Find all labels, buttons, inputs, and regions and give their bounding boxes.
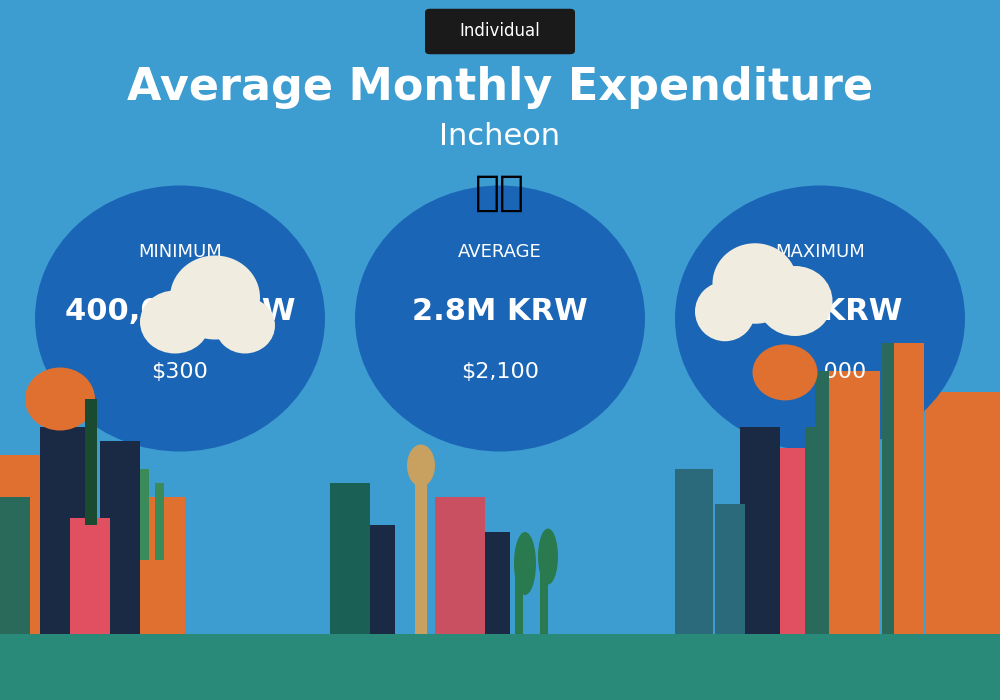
Bar <box>805 427 817 637</box>
Ellipse shape <box>712 244 798 323</box>
Text: 🇰🇷: 🇰🇷 <box>475 172 525 214</box>
Ellipse shape <box>355 186 645 452</box>
Ellipse shape <box>35 186 325 452</box>
Bar <box>155 483 164 560</box>
Text: 400,000 KRW: 400,000 KRW <box>65 297 295 326</box>
Text: $2,100: $2,100 <box>461 363 539 382</box>
Text: Individual: Individual <box>460 22 540 41</box>
Ellipse shape <box>538 528 558 584</box>
Bar <box>70 518 110 637</box>
Bar <box>0 634 1000 700</box>
Bar <box>40 427 95 637</box>
Bar <box>130 497 185 637</box>
Text: Average Monthly Expenditure: Average Monthly Expenditure <box>127 66 873 109</box>
Bar <box>485 532 510 637</box>
Text: MINIMUM: MINIMUM <box>138 243 222 261</box>
Bar <box>85 399 97 525</box>
Bar <box>740 427 780 637</box>
Bar <box>330 483 370 637</box>
Ellipse shape <box>25 368 95 430</box>
Text: 2.8M KRW: 2.8M KRW <box>412 297 588 326</box>
Ellipse shape <box>170 256 260 340</box>
Text: $300: $300 <box>152 363 208 382</box>
Bar <box>140 469 149 560</box>
Text: Incheon: Incheon <box>439 122 561 151</box>
Ellipse shape <box>675 186 965 452</box>
Text: MAXIMUM: MAXIMUM <box>775 243 865 261</box>
Bar <box>435 497 485 637</box>
Bar <box>815 371 829 637</box>
Bar <box>925 392 1000 637</box>
Bar <box>415 469 427 637</box>
Text: $14,000: $14,000 <box>774 363 866 382</box>
Bar <box>0 455 55 637</box>
Text: AVERAGE: AVERAGE <box>458 243 542 261</box>
Bar <box>370 525 395 637</box>
Ellipse shape <box>753 344 818 400</box>
Bar <box>882 343 894 637</box>
Bar <box>675 469 713 637</box>
Bar <box>540 553 548 637</box>
Ellipse shape <box>215 298 275 354</box>
Text: 19M KRW: 19M KRW <box>738 297 902 326</box>
Ellipse shape <box>140 290 210 354</box>
Bar <box>715 504 745 637</box>
FancyBboxPatch shape <box>425 8 575 55</box>
Bar <box>882 343 924 637</box>
Ellipse shape <box>514 532 536 595</box>
Ellipse shape <box>407 444 435 486</box>
Bar <box>780 448 805 637</box>
Bar <box>0 497 30 637</box>
Bar <box>815 371 880 637</box>
Ellipse shape <box>695 281 755 341</box>
Ellipse shape <box>758 266 832 336</box>
Bar <box>515 567 523 637</box>
Bar <box>100 441 140 637</box>
